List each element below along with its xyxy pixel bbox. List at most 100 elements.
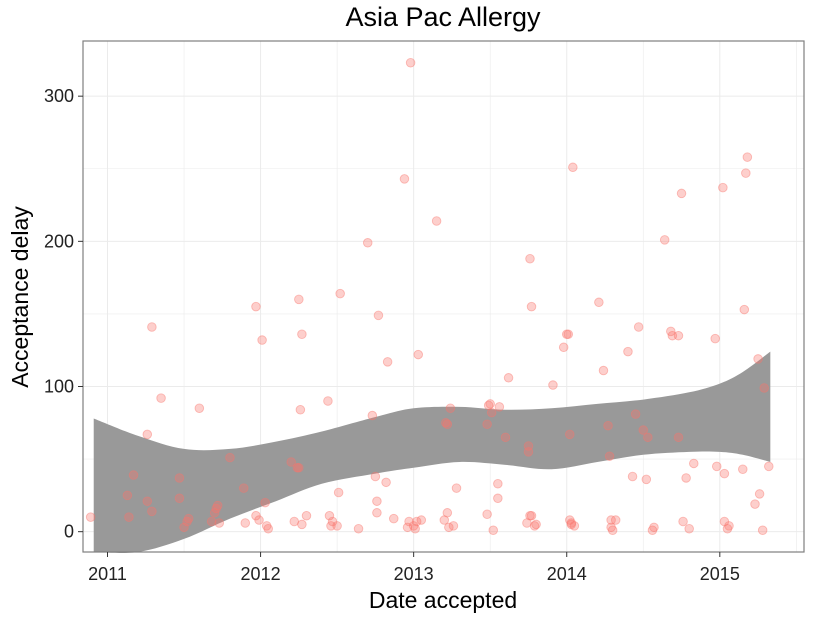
data-point — [764, 461, 774, 472]
panel-border — [82, 40, 805, 553]
data-point — [297, 329, 307, 339]
data-point — [442, 508, 453, 518]
data-point — [402, 522, 413, 533]
data-point — [659, 235, 670, 245]
data-point — [416, 515, 427, 525]
data-point — [323, 396, 333, 406]
data-point — [147, 322, 157, 332]
data-point — [485, 399, 495, 409]
data-point — [630, 409, 641, 419]
data-point — [754, 489, 765, 499]
data-point — [667, 330, 678, 341]
data-point — [332, 521, 342, 531]
data-point — [445, 403, 456, 414]
data-point — [525, 510, 535, 521]
data-point — [561, 329, 572, 339]
data-point — [684, 524, 694, 534]
data-point — [183, 513, 194, 524]
data-point — [156, 393, 166, 403]
data-point — [251, 510, 261, 521]
data-point — [286, 457, 296, 467]
data-point — [382, 357, 393, 367]
chart-title: Asia Pac Allergy — [345, 2, 541, 32]
data-point — [142, 429, 153, 440]
data-point — [431, 216, 442, 226]
data-point — [179, 522, 189, 533]
data-point — [566, 519, 577, 530]
x-tick-label: 2012 — [241, 564, 281, 584]
y-axis: 0 100 200 300 — [44, 86, 83, 542]
data-point — [333, 487, 344, 498]
data-point — [722, 524, 733, 534]
data-point — [174, 473, 185, 483]
data-point — [240, 518, 251, 528]
data-point — [623, 346, 633, 357]
data-point — [362, 238, 373, 248]
data-point — [413, 349, 423, 360]
data-point — [326, 521, 336, 531]
data-point — [295, 404, 306, 415]
data-point — [529, 521, 540, 531]
y-axis-title: Acceptance delay — [7, 206, 33, 388]
data-point — [122, 490, 133, 501]
data-point — [442, 419, 453, 430]
data-point — [408, 521, 419, 531]
data-point — [523, 447, 534, 457]
data-point — [85, 512, 96, 522]
data-point — [565, 515, 575, 525]
data-point — [297, 519, 307, 530]
data-point — [673, 432, 684, 443]
data-point — [724, 521, 734, 531]
data-point — [673, 330, 684, 341]
data-point — [294, 463, 304, 473]
data-point — [212, 500, 223, 511]
data-point — [444, 522, 454, 533]
data-point — [603, 420, 613, 431]
data-point — [522, 518, 532, 528]
data-point — [441, 418, 451, 428]
data-point — [710, 333, 720, 344]
data-point — [482, 509, 492, 520]
data-point — [260, 497, 270, 508]
data-point — [411, 516, 422, 527]
data-point — [327, 516, 338, 527]
data-point — [712, 461, 722, 472]
data-point — [604, 451, 615, 461]
data-point — [128, 470, 139, 480]
data-point — [565, 429, 575, 440]
data-point — [718, 182, 728, 193]
data-point — [666, 326, 676, 337]
data-point — [292, 463, 303, 473]
data-point — [263, 524, 273, 534]
data-point — [324, 510, 335, 521]
data-point — [757, 525, 768, 535]
data-point — [610, 515, 621, 525]
data-point — [261, 521, 272, 531]
data-point — [525, 254, 535, 264]
data-point — [738, 464, 748, 475]
data-point — [405, 58, 416, 68]
data-point — [399, 174, 410, 184]
data-point — [633, 322, 644, 332]
data-point — [742, 152, 753, 162]
data-point — [353, 524, 364, 534]
plot-panel — [82, 40, 805, 553]
data-point — [174, 493, 185, 504]
data-point — [225, 452, 235, 463]
y-tick-label: 200 — [44, 231, 74, 251]
data-point — [209, 508, 220, 518]
data-point — [124, 512, 134, 522]
data-point — [566, 518, 577, 528]
data-point — [367, 410, 378, 421]
data-point — [649, 522, 659, 533]
data-point — [251, 301, 261, 312]
data-point — [381, 477, 391, 488]
y-tick-label: 0 — [64, 522, 74, 542]
data-point — [558, 342, 569, 353]
data-point — [719, 468, 730, 479]
data-point — [627, 471, 638, 482]
data-point — [526, 510, 537, 521]
data-point — [254, 515, 264, 525]
data-point — [142, 496, 153, 506]
